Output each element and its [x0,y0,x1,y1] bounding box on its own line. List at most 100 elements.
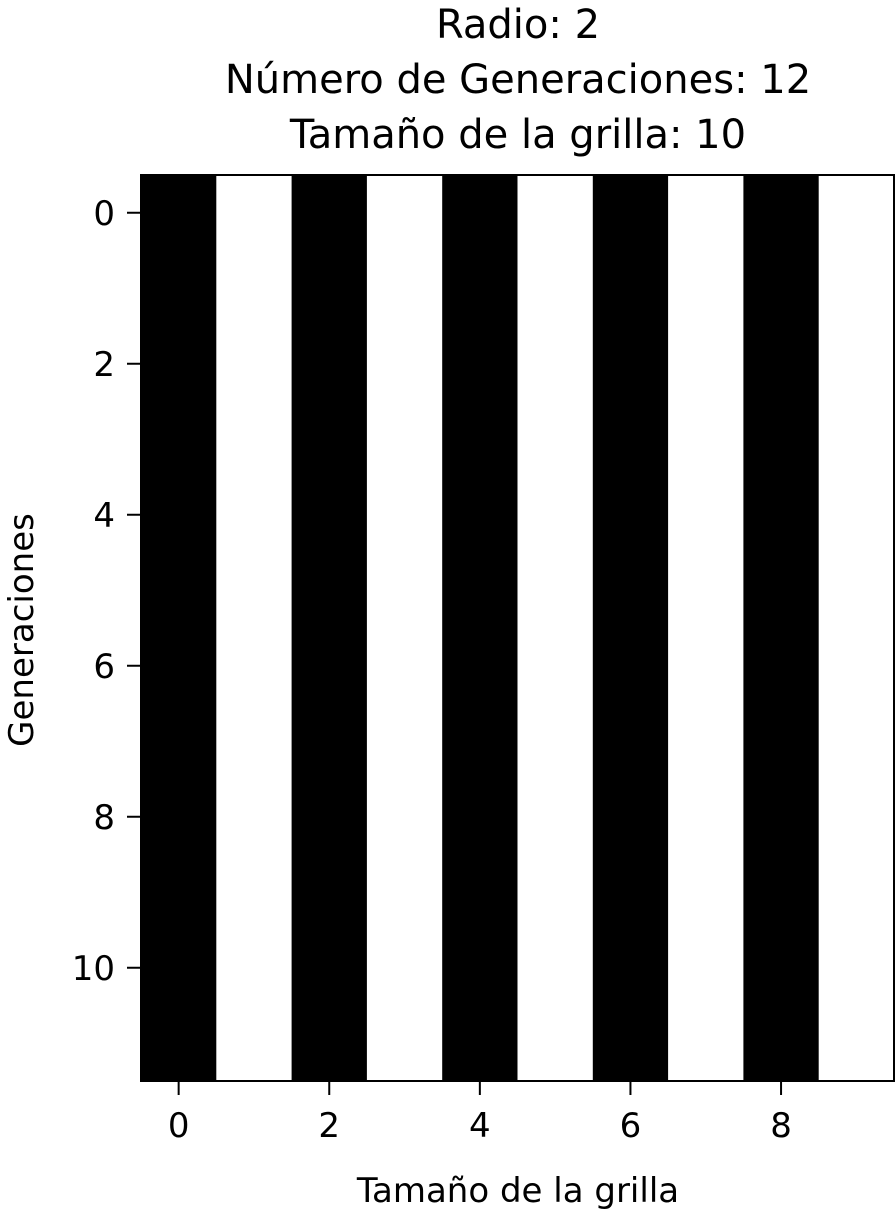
heatmap-cell [818,703,895,780]
heatmap-cell [216,401,293,478]
y-axis-ticks: 0 2 4 6 8 10 [72,194,141,989]
heatmap-cell [668,628,744,705]
title-line-generations: Número de Generaciones: 12 [225,57,811,103]
heatmap-cell [366,779,443,856]
heatmap-cell [291,250,368,327]
heatmap-cell [592,401,669,478]
heatmap-cell [668,477,744,554]
heatmap-cell [442,1005,519,1082]
heatmap-cell [592,628,669,705]
heatmap-cell [291,854,368,931]
heatmap-cell [743,628,820,705]
heatmap-cell [668,326,744,403]
heatmap-cell [141,628,217,705]
heatmap-cell [216,930,293,1007]
heatmap-cell [216,779,293,856]
heatmap-cell [592,930,669,1007]
heatmap-cell [442,930,519,1007]
y-tick-label: 4 [93,496,115,536]
heatmap-cell [668,401,744,478]
heatmap-cell [517,326,594,403]
heatmap-cell [442,628,519,705]
heatmap-cell [442,250,519,327]
heatmap-cell [291,703,368,780]
heatmap-cell [517,250,594,327]
heatmap-cell [743,250,820,327]
heatmap-cell [141,401,217,478]
heatmap-cell [517,854,594,931]
title-line-grid-size: Tamaño de la grilla: 10 [289,112,746,158]
heatmap-cell [517,477,594,554]
heatmap-cell [291,930,368,1007]
heatmap-cell [818,930,895,1007]
heatmap-cell [291,401,368,478]
heatmap-cell [818,854,895,931]
heatmap-cell [668,552,744,629]
heatmap-cell [818,552,895,629]
heatmap-cell [668,1005,744,1082]
x-tick-label: 4 [469,1106,491,1146]
heatmap-cell [818,175,895,252]
heatmap-cell [668,779,744,856]
heatmap-cell [743,552,820,629]
heatmap-cell [668,703,744,780]
heatmap-cell [743,401,820,478]
heatmap-cell [366,703,443,780]
heatmap-cell [818,250,895,327]
heatmap-cell [141,854,217,931]
heatmap-cell [216,703,293,780]
heatmap-cell [743,175,820,252]
heatmap-cell [517,930,594,1007]
heatmap-cell [743,703,820,780]
heatmap-cell [818,779,895,856]
heatmap-cell [517,1005,594,1082]
heatmap-cell [141,326,217,403]
heatmap-cell [668,930,744,1007]
y-tick-label: 2 [93,345,115,385]
heatmap-cell [366,930,443,1007]
heatmap-cell [291,1005,368,1082]
x-tick-label: 6 [620,1106,642,1146]
heatmap-cell [442,401,519,478]
heatmap-cell [366,628,443,705]
heatmap-cell [216,250,293,327]
x-tick-label: 2 [318,1106,340,1146]
heatmap-cell [743,779,820,856]
heatmap-cell [141,930,217,1007]
heatmap-cell [743,326,820,403]
y-axis-label: Generaciones [2,513,42,747]
heatmap-cell [442,326,519,403]
heatmap-cell [141,552,217,629]
x-tick-label: 0 [168,1106,190,1146]
heatmap-cell [216,477,293,554]
heatmap-cell [442,854,519,931]
heatmap-cell [366,552,443,629]
heatmap-cells [141,175,895,1082]
heatmap-cell [366,326,443,403]
heatmap-cell [366,175,443,252]
heatmap-cell [442,779,519,856]
heatmap-cell [743,930,820,1007]
x-axis-ticks: 0 2 4 6 8 [168,1081,792,1146]
heatmap-cell [216,628,293,705]
heatmap-cell [592,552,669,629]
x-axis-label: Tamaño de la grilla [356,1171,679,1211]
heatmap-cell [517,779,594,856]
heatmap-cell [818,326,895,403]
plot-frame [140,174,895,1082]
heatmap-cell [592,779,669,856]
heatmap-cell [216,175,293,252]
heatmap-cell [592,326,669,403]
heatmap-cell [141,175,217,252]
heatmap-cell [216,552,293,629]
heatmap-cell [442,552,519,629]
heatmap-cell [818,477,895,554]
heatmap-cell [818,1005,895,1082]
heatmap-cell [366,401,443,478]
heatmap-cell [743,1005,820,1082]
heatmap-cell [517,552,594,629]
heatmap-cell [141,477,217,554]
heatmap-cell [592,1005,669,1082]
chart-title: Radio: 2 Número de Generaciones: 12 Tama… [225,2,811,158]
y-tick-label: 0 [93,194,115,234]
